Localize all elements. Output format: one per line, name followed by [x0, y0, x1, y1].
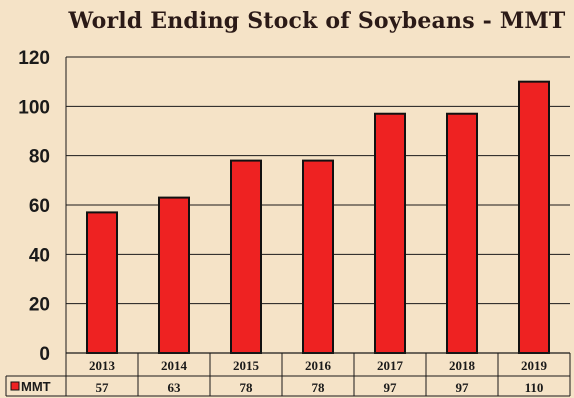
y-tick-label: 20: [29, 295, 50, 316]
legend-swatch: [10, 381, 20, 391]
bar: [446, 112, 478, 354]
x-tick-label: 2013: [89, 358, 116, 373]
table-value: 110: [525, 380, 544, 395]
bar: [230, 159, 262, 354]
x-tick-label: 2014: [161, 358, 188, 373]
bar: [158, 196, 190, 354]
table-value: 78: [240, 380, 254, 395]
bar: [302, 159, 334, 354]
y-tick-label: 60: [29, 196, 50, 217]
x-tick-label: 2015: [233, 358, 260, 373]
y-tick-label: 120: [18, 48, 50, 69]
table-value: 57: [96, 380, 110, 395]
y-tick-label: 100: [18, 97, 50, 118]
table-value: 97: [456, 380, 470, 395]
table-value: 97: [384, 380, 398, 395]
x-tick-label: 2018: [449, 358, 476, 373]
table-value: 63: [168, 380, 182, 395]
legend-label: MMT: [21, 379, 51, 394]
y-tick-label: 0: [39, 344, 50, 365]
y-tick-label: 80: [29, 147, 50, 168]
y-tick-label: 40: [29, 245, 50, 266]
x-tick-label: 2016: [305, 358, 332, 373]
bar: [518, 80, 550, 355]
table-value: 78: [312, 380, 326, 395]
bar: [374, 112, 406, 354]
x-tick-label: 2019: [521, 358, 548, 373]
bar: [86, 211, 118, 354]
chart-title: World Ending Stock of Soybeans - MMT: [68, 8, 566, 34]
x-tick-label: 2017: [377, 358, 404, 373]
